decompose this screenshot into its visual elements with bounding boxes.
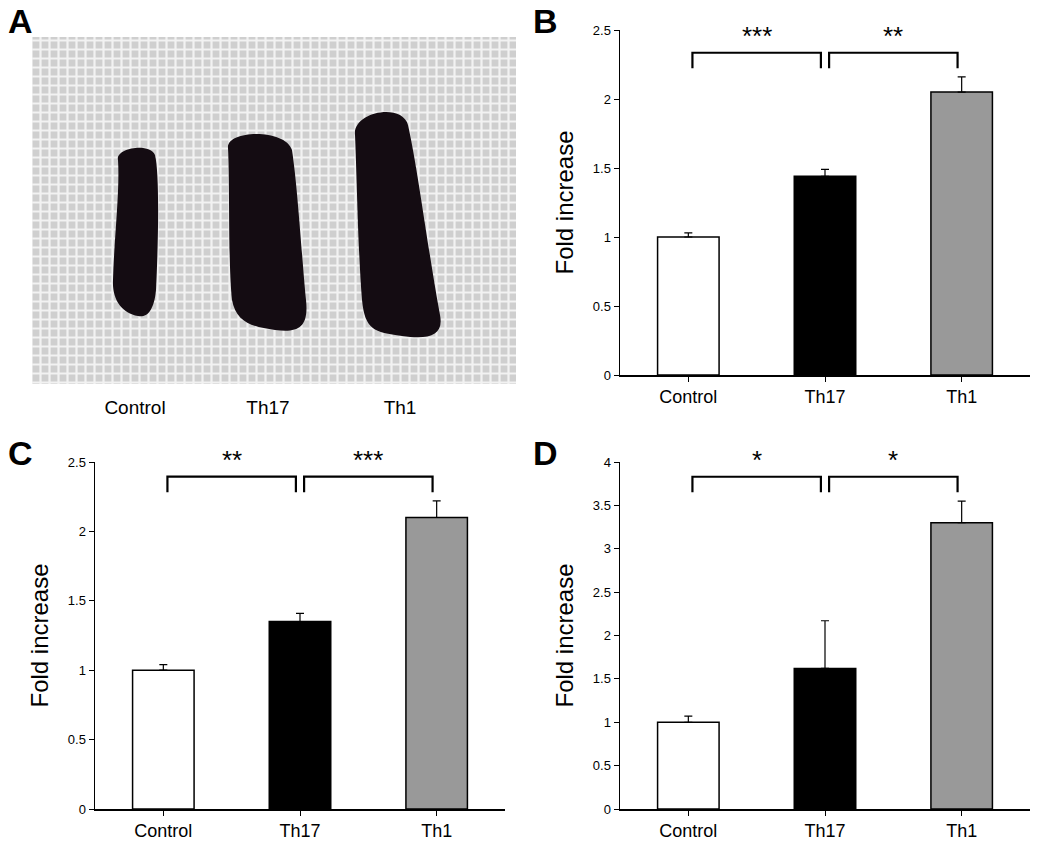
svg-text:Th1: Th1 xyxy=(384,397,417,418)
svg-text:3.5: 3.5 xyxy=(593,498,611,513)
svg-text:3: 3 xyxy=(604,541,611,556)
svg-text:Th17: Th17 xyxy=(279,821,320,841)
svg-text:Fold increase: Fold increase xyxy=(551,563,578,707)
svg-text:1: 1 xyxy=(604,715,611,730)
svg-text:Fold increase: Fold increase xyxy=(551,130,578,274)
svg-text:0: 0 xyxy=(604,368,611,383)
svg-text:***: *** xyxy=(353,445,383,475)
svg-text:*: * xyxy=(888,445,898,475)
svg-text:0: 0 xyxy=(604,802,611,817)
svg-text:2: 2 xyxy=(79,524,86,539)
svg-text:Th17: Th17 xyxy=(804,821,845,841)
svg-text:0.5: 0.5 xyxy=(593,299,611,314)
html-text:D: D xyxy=(533,434,558,472)
svg-text:Fold increase: Fold increase xyxy=(26,563,53,707)
svg-text:Th1: Th1 xyxy=(421,821,452,841)
svg-text:1: 1 xyxy=(604,230,611,245)
svg-text:2.5: 2.5 xyxy=(68,455,86,470)
svg-text:Control: Control xyxy=(659,387,717,407)
svg-text:***: *** xyxy=(742,21,772,51)
html-text:C: C xyxy=(8,434,33,472)
svg-text:Control: Control xyxy=(659,821,717,841)
svg-text:Th17: Th17 xyxy=(246,397,289,418)
svg-text:2: 2 xyxy=(604,628,611,643)
svg-text:2: 2 xyxy=(604,92,611,107)
svg-text:1.5: 1.5 xyxy=(593,671,611,686)
svg-text:0: 0 xyxy=(79,802,86,817)
svg-text:Th1: Th1 xyxy=(946,387,977,407)
svg-text:2.5: 2.5 xyxy=(593,23,611,38)
svg-text:1.5: 1.5 xyxy=(68,593,86,608)
svg-text:0.5: 0.5 xyxy=(593,758,611,773)
svg-text:1.5: 1.5 xyxy=(593,161,611,176)
svg-text:2.5: 2.5 xyxy=(593,585,611,600)
svg-text:0.5: 0.5 xyxy=(68,732,86,747)
svg-text:1: 1 xyxy=(79,663,86,678)
svg-text:Control: Control xyxy=(134,821,192,841)
svg-text:4: 4 xyxy=(604,455,611,470)
svg-text:**: ** xyxy=(222,445,242,475)
html-text:B: B xyxy=(533,2,558,40)
svg-text:*: * xyxy=(752,445,762,475)
svg-text:Control: Control xyxy=(104,397,165,418)
svg-text:Th1: Th1 xyxy=(946,821,977,841)
html-text:A: A xyxy=(8,2,33,40)
svg-text:**: ** xyxy=(883,21,903,51)
svg-text:Th17: Th17 xyxy=(804,387,845,407)
